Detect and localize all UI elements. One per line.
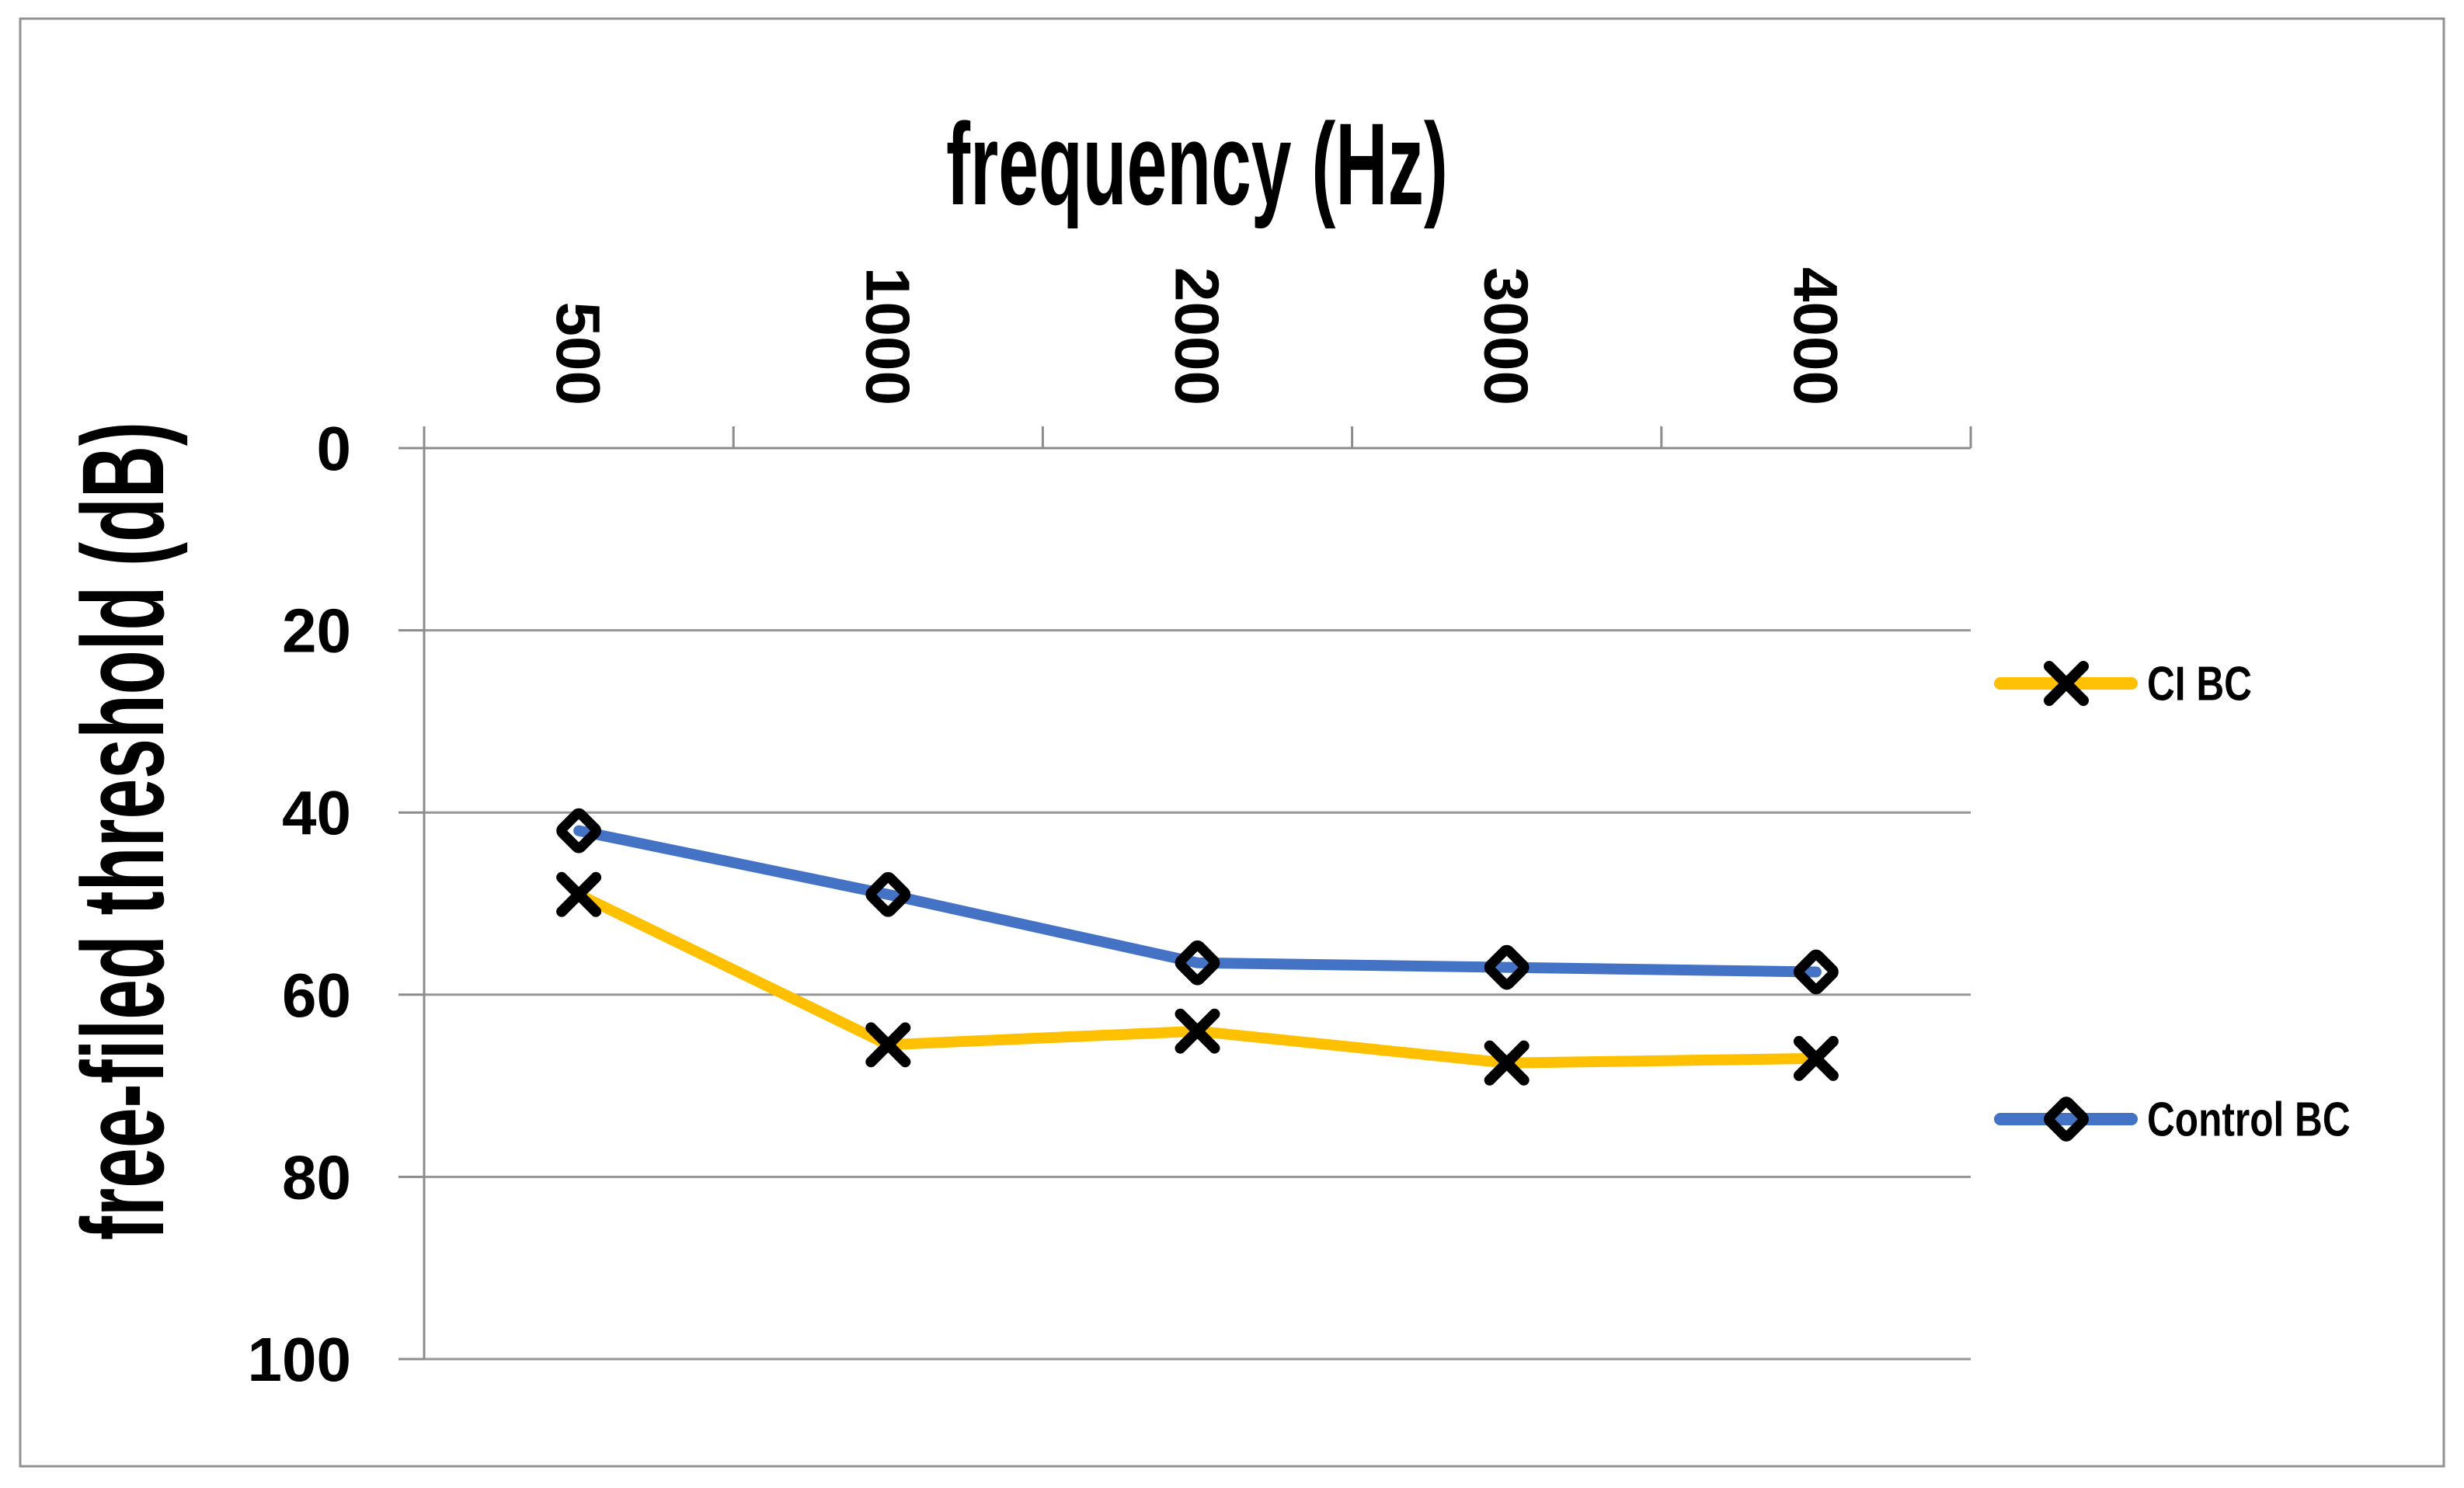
x-tick-label: 1000 <box>853 267 922 405</box>
diamond-marker <box>1794 949 1839 995</box>
x-tick-label: 3000 <box>1472 267 1541 405</box>
x-tick-label: 500 <box>544 302 613 405</box>
x-marker-stroke <box>1793 1035 1839 1081</box>
y-tick-label: 20 <box>282 596 351 666</box>
grid-layer <box>424 629 1971 1361</box>
x-axis-title: frequency (Hz) <box>946 99 1448 229</box>
x-marker-stroke <box>1175 1008 1220 1054</box>
diamond-marker <box>556 808 601 854</box>
legend-label: CI BC <box>2147 656 2252 711</box>
axis-layer: 0 20 40 60 80 100 500 1000 2000 3000 4000 <box>248 267 1972 1394</box>
x-marker <box>2044 661 2089 706</box>
y-tick-label: 40 <box>282 778 351 847</box>
y-axis-title: free-filed threshold (dB) <box>58 422 188 1240</box>
legend-label: Control BC <box>2147 1092 2351 1146</box>
x-marker-stroke <box>556 871 602 917</box>
diamond-marker <box>1484 944 1530 990</box>
legend: CI BC Control BC <box>1994 656 2351 1146</box>
y-tick-label: 0 <box>317 414 352 483</box>
y-tick-label: 100 <box>248 1325 351 1394</box>
diamond-marker <box>1175 940 1220 986</box>
legend-item-control-bc: Control BC <box>1994 1092 2351 1146</box>
chart-border <box>19 17 2445 1468</box>
x-tick-label: 2000 <box>1163 267 1232 405</box>
x-marker-stroke <box>865 1022 911 1068</box>
x-marker-stroke <box>1484 1040 1530 1086</box>
x-tick-label: 4000 <box>1781 267 1850 405</box>
x-marker <box>556 871 602 917</box>
marker-layer <box>556 808 1839 1086</box>
x-marker <box>1793 1035 1839 1081</box>
y-tick-label: 80 <box>282 1142 351 1212</box>
diamond-marker <box>2044 1097 2089 1142</box>
series-line-control-bc <box>573 825 1822 978</box>
x-marker <box>865 1022 911 1068</box>
y-tick-label: 60 <box>282 961 351 1030</box>
diamond-marker <box>865 871 911 917</box>
x-marker-stroke <box>2044 661 2089 706</box>
legend-item-ci-bc: CI BC <box>1994 656 2252 711</box>
x-marker <box>1175 1008 1220 1054</box>
x-marker <box>1484 1040 1530 1086</box>
